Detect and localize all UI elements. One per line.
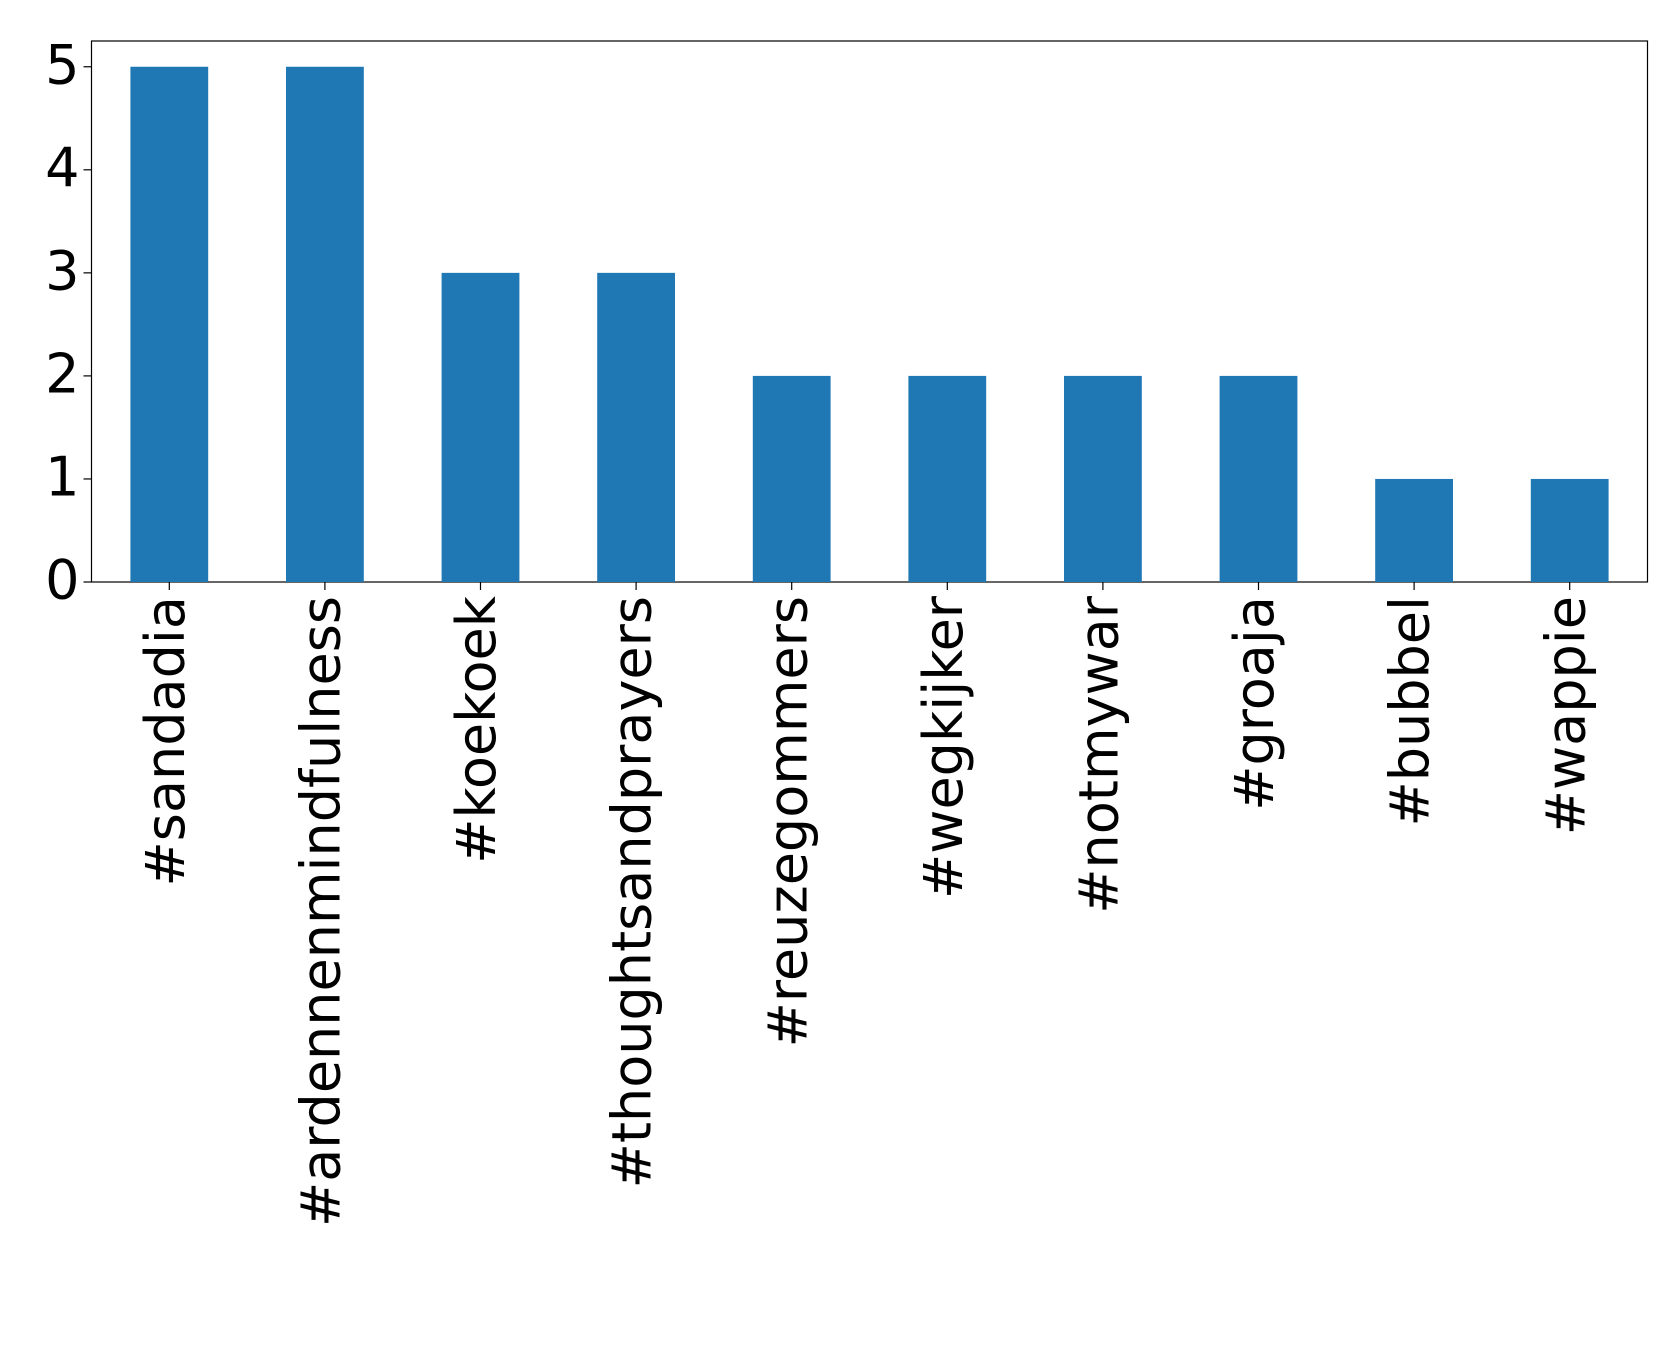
bar — [1375, 478, 1453, 582]
x-tick-label: #groaja — [1223, 596, 1286, 811]
y-tick-label: 0 — [45, 549, 79, 612]
x-tick-label: #ardennenmindfulness — [290, 596, 353, 1227]
bar — [752, 375, 831, 582]
x-tick-label: #thoughtsandprayers — [601, 596, 664, 1188]
bar — [130, 66, 209, 582]
x-tick-label: #sandadia — [134, 596, 197, 886]
bar — [1064, 375, 1142, 582]
y-tick-label: 4 — [45, 136, 79, 199]
plot-frame — [90, 40, 1649, 583]
bar — [597, 272, 675, 582]
x-tick-label: #koekoek — [445, 595, 508, 863]
bar — [441, 272, 520, 582]
bar — [286, 66, 364, 582]
x-tick-label: #notmywar — [1068, 595, 1131, 913]
y-tick-label: 5 — [45, 33, 79, 96]
bar — [908, 375, 987, 582]
x-tick-label: #wegkijker — [912, 595, 975, 899]
y-tick-label: 3 — [45, 239, 79, 302]
x-tick-label: #bubbel — [1379, 596, 1442, 827]
y-tick-label: 2 — [45, 343, 79, 406]
x-tick-label: #reuzegommers — [756, 596, 819, 1047]
y-tick-label: 1 — [45, 446, 79, 509]
x-tick-label: #wappie — [1534, 596, 1597, 835]
bar — [1219, 375, 1298, 582]
bar — [1530, 478, 1609, 582]
